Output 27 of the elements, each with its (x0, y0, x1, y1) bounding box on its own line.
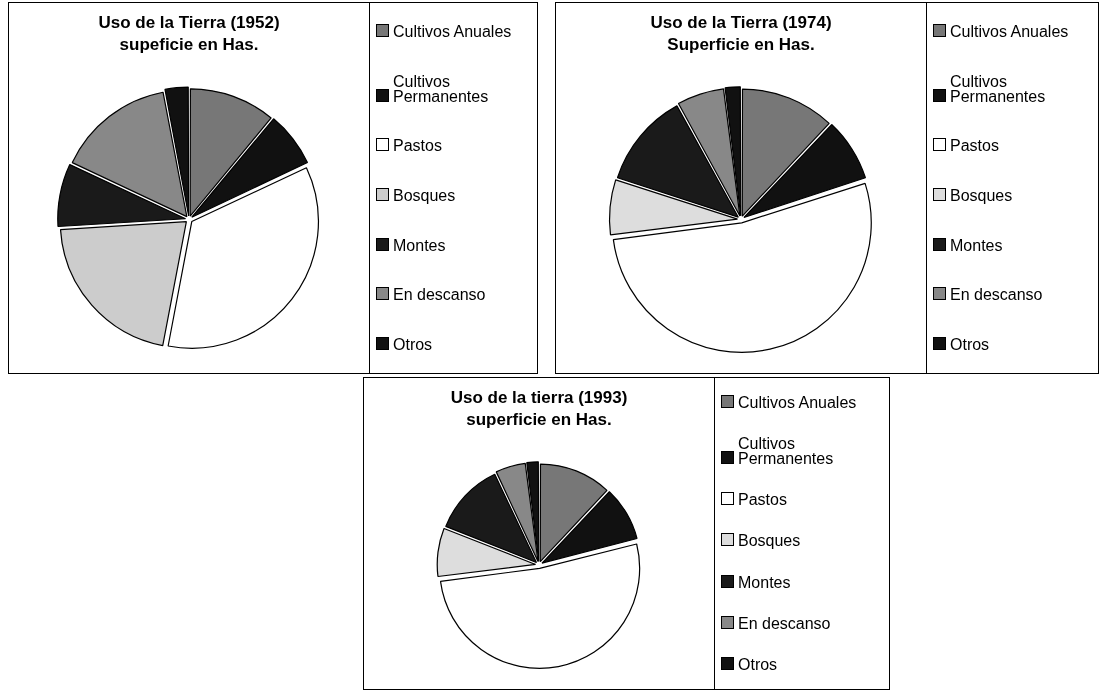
legend-label: Cultivos Anuales (950, 23, 1069, 41)
legend-label: Bosques (950, 186, 1013, 204)
legend-label: Otros (738, 655, 778, 673)
legend-label: Montes (738, 573, 791, 591)
legend-label: En descanso (738, 614, 831, 632)
legend-label: Cultivos Permanentes (950, 72, 1047, 105)
legend-label: Cultivos Permanentes (393, 72, 490, 105)
legend-label: En descanso (950, 286, 1043, 304)
text: Uso de la Tierra (1974) (650, 12, 832, 32)
legend-label: Otros (393, 335, 433, 353)
text: supeficie en Has. (119, 35, 259, 55)
legend-label: Cultivos Anuales (393, 23, 512, 41)
legend-label: Bosques (738, 532, 801, 550)
legend-label: Otros (950, 335, 990, 353)
text: superficie en Has. (466, 410, 612, 430)
legend-label: Pastos (950, 137, 999, 155)
legend-label: Montes (950, 236, 1003, 254)
legend-label: En descanso (393, 286, 486, 304)
legend-label: Montes (393, 236, 446, 254)
legend-label: Pastos (393, 137, 442, 155)
legend-label: Pastos (738, 491, 787, 509)
text: Uso de la tierra (1993) (450, 387, 628, 407)
text: Uso de la Tierra (1952) (98, 12, 280, 32)
text: Superficie en Has. (667, 35, 815, 55)
legend-label: Cultivos Anuales (738, 394, 857, 412)
legend-label: Bosques (393, 186, 456, 204)
legend-label: Cultivos Permanentes (738, 435, 835, 468)
